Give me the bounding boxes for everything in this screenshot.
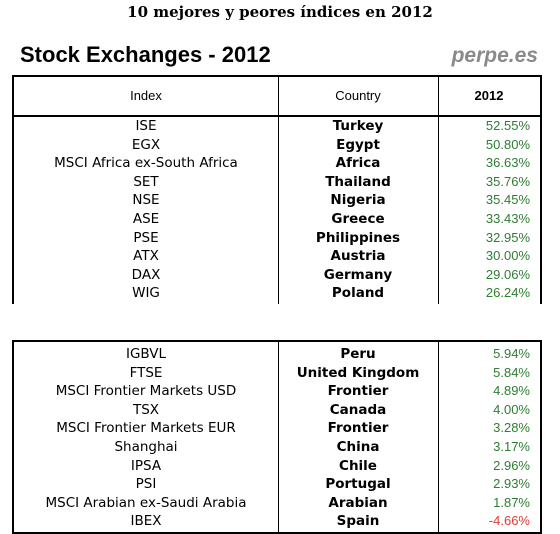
country-name: Thailand [325,173,391,190]
index-name: IPSA [130,457,162,474]
return-value: 3.28% [493,420,530,436]
index-name: DAX [131,266,161,283]
return-value: 35.76% [485,173,530,189]
column-divider [278,77,279,304]
table-row: PSI Portugal 2.93% [14,475,540,494]
country-name: Chile [339,457,377,474]
return-value: 1.87% [493,494,530,510]
index-name: NSE [132,192,160,209]
return-value: 2.96% [493,457,530,473]
country-name: Frontier [327,383,389,400]
index-name: Shanghai [114,438,178,455]
country-name: Philippines [315,229,401,246]
table-header: Index Country 2012 [14,77,540,117]
column-divider [438,342,439,532]
column-divider [278,342,279,532]
table-row: SET Thailand 35.76% [14,173,540,192]
table-row: FTSE United Kingdom 5.84% [14,364,540,383]
country-name: Frontier [327,420,389,437]
table-row: IPSA Chile 2.96% [14,457,540,476]
return-value: 3.17% [493,438,530,454]
top-rows: ISE Turkey 52.55% EGX Egypt 50.80% MSCI Africa… [14,117,540,303]
index-name: SET [133,173,159,190]
table-row: EGX Egypt 50.80% [14,136,540,155]
index-name: MSCI Frontier Markets EUR [56,420,236,437]
table-row: MSCI Frontier Markets USD Frontier 4.89% [14,382,540,401]
header-index: Index [130,88,162,103]
index-name: TSX [132,401,160,418]
header-country: Country [335,88,381,103]
column-divider [438,77,439,304]
document-title: 10 mejores y peores índices en 2012 [127,3,433,21]
table-title: Stock Exchanges - 2012 [20,42,271,67]
return-value: 50.80% [485,136,530,152]
country-name: Germany [323,266,393,283]
country-name: Canada [329,401,387,418]
country-name: Arabian [328,494,388,511]
return-value: 33.43% [485,210,530,226]
return-value: 26.24% [485,285,530,301]
return-value: 2.93% [493,476,530,492]
return-value: 32.95% [485,229,530,245]
country-name: Portugal [325,476,391,493]
index-name: PSI [135,476,157,493]
country-name: Turkey [332,118,384,134]
return-value: -4.66% [488,513,530,529]
top-table: Index Country 2012 ISE Turkey 52.55% EGX Egy… [12,75,542,304]
bottom-rows: IGBVL Peru 5.94% FTSE United Kingdom 5.84% MSC… [14,345,540,531]
country-name: Africa [335,155,381,172]
return-value: 5.94% [493,346,530,361]
country-name: Poland [331,285,385,302]
return-value: 5.84% [493,364,530,380]
country-name: Greece [331,210,385,227]
table-row: MSCI Africa ex-South Africa Africa 36.63% [14,154,540,173]
return-value: 52.55% [485,118,530,133]
index-name: ISE [135,118,157,134]
table-row: ISE Turkey 52.55% [14,117,540,136]
table-row: Shanghai China 3.17% [14,438,540,457]
table-row: TSX Canada 4.00% [14,401,540,420]
index-name: ASE [132,210,160,227]
table-row: ATX Austria 30.00% [14,247,540,266]
table-row: WIG Poland 26.24% [14,284,540,303]
country-name: United Kingdom [296,364,420,381]
table-row: MSCI Arabian ex-Saudi Arabia Arabian 1.87% [14,494,540,513]
index-name: IBEX [130,513,162,530]
return-value: 36.63% [485,155,530,171]
return-value: 4.89% [493,383,530,399]
bottom-table: IGBVL Peru 5.94% FTSE United Kingdom 5.84% MSC… [12,340,542,534]
index-name: MSCI Africa ex-South Africa [54,155,238,172]
table-row: IBEX Spain -4.66% [14,512,540,531]
index-name: IGBVL [125,346,167,362]
table-row: IGBVL Peru 5.94% [14,345,540,364]
table-row: MSCI Frontier Markets EUR Frontier 3.28% [14,419,540,438]
index-name: MSCI Arabian ex-Saudi Arabia [45,494,247,511]
index-name: FTSE [129,364,163,381]
country-name: Austria [330,248,386,265]
return-value: 35.45% [485,192,530,208]
index-name: WIG [132,285,160,302]
site-watermark: perpe.es [451,44,538,67]
return-value: 4.00% [493,401,530,417]
header-year: 2012 [474,88,504,103]
country-name: Spain [336,513,380,530]
table-row: DAX Germany 29.06% [14,266,540,285]
country-name: Peru [340,346,376,362]
country-name: Nigeria [330,192,386,209]
index-name: ATX [133,248,159,265]
table-title-bar: Stock Exchanges - 2012 perpe.es [14,37,540,75]
table-row: PSE Philippines 32.95% [14,229,540,248]
return-value: 29.06% [485,266,530,282]
table-row: NSE Nigeria 35.45% [14,191,540,210]
index-name: PSE [133,229,159,246]
country-name: China [336,438,380,455]
index-name: EGX [131,136,161,153]
country-name: Egypt [336,136,380,153]
index-name: MSCI Frontier Markets USD [55,383,237,400]
return-value: 30.00% [485,248,530,264]
table-row: ASE Greece 33.43% [14,210,540,229]
